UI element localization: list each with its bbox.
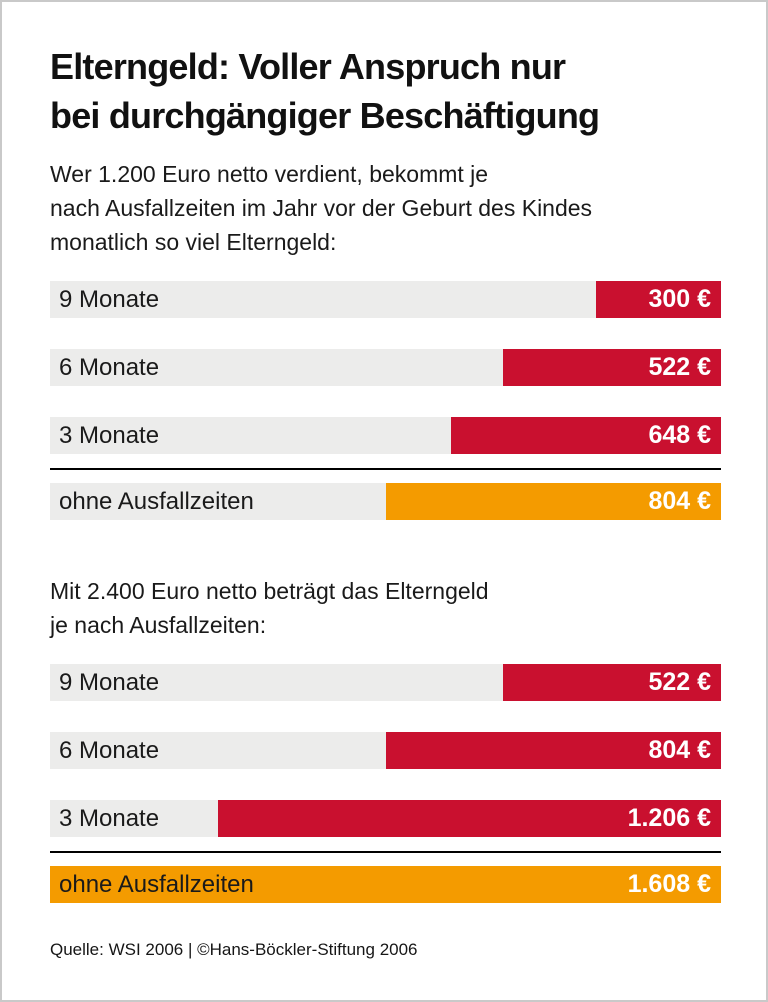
bar-category-label: ohne Ausfallzeiten — [59, 488, 254, 515]
bar-fill — [595, 281, 721, 318]
bar-row: 9 Monate 522 € — [50, 664, 721, 701]
bar-value-label: 522 € — [648, 668, 711, 696]
bar-fill — [385, 732, 721, 769]
bar-value-label: 804 € — [648, 487, 711, 515]
chart1-intro-line-2: nach Ausfallzeiten im Jahr vor der Gebur… — [50, 195, 593, 221]
bar-row: 6 Monate 522 € — [50, 349, 721, 386]
chart-1: 9 Monate 300 € 6 Monate 522 € 3 Monate 6… — [50, 281, 721, 520]
bar-fill — [450, 417, 721, 454]
bar-row-highlight: ohne Ausfallzeiten 1.608 € — [50, 866, 721, 903]
bar-fill — [503, 664, 721, 701]
bar-category-label: 6 Monate — [59, 737, 160, 764]
chart1-intro-line-1: Wer 1.200 Euro netto verdient, bekommt j… — [50, 161, 489, 187]
bar-value-label: 648 € — [648, 421, 711, 449]
separator-line — [50, 468, 721, 470]
bar-row: 3 Monate 1.206 € — [50, 800, 721, 837]
chart2-intro-line-2: je nach Ausfallzeiten: — [50, 612, 267, 638]
bar-value-label: 1.608 € — [627, 870, 711, 898]
bar-fill — [503, 349, 721, 386]
chart1-intro-line-3: monatlich so viel Elterngeld: — [50, 229, 337, 255]
bar-row: 9 Monate 300 € — [50, 281, 721, 318]
bar-category-label: 9 Monate — [59, 286, 160, 313]
bar-row-highlight: ohne Ausfallzeiten 804 € — [50, 483, 721, 520]
chart2-intro-text: Mit 2.400 Euro netto beträgt das Elterng… — [50, 574, 717, 642]
chart2-intro-line-1: Mit 2.400 Euro netto beträgt das Elterng… — [50, 578, 489, 604]
page-title: Elterngeld: Voller Anspruch nur bei durc… — [50, 42, 717, 140]
bar-value-label: 522 € — [648, 353, 711, 381]
bar-fill — [50, 866, 721, 903]
bar-fill — [385, 483, 721, 520]
bar-fill — [217, 800, 721, 837]
chart1-intro-text: Wer 1.200 Euro netto verdient, bekommt j… — [50, 157, 717, 259]
bar-row: 6 Monate 804 € — [50, 732, 721, 769]
source-text: Quelle: WSI 2006 | ©Hans-Böckler-Stiftun… — [50, 940, 418, 959]
bar-category-label: 9 Monate — [59, 669, 160, 696]
page-title-line-2: bei durchgängiger Beschäftigung — [50, 95, 600, 136]
bar-value-label: 300 € — [648, 285, 711, 313]
bar-category-label: 3 Monate — [59, 422, 160, 449]
page-title-line-1: Elterngeld: Voller Anspruch nur — [50, 46, 566, 87]
bar-value-label: 1.206 € — [627, 804, 711, 832]
bar-row: 3 Monate 648 € — [50, 417, 721, 454]
bar-category-label: ohne Ausfallzeiten — [59, 871, 254, 898]
bar-category-label: 3 Monate — [59, 805, 160, 832]
chart-2: 9 Monate 522 € 6 Monate 804 € 3 Monate 1… — [50, 664, 721, 903]
bar-value-label: 804 € — [648, 736, 711, 764]
bar-category-label: 6 Monate — [59, 354, 160, 381]
separator-line — [50, 851, 721, 853]
